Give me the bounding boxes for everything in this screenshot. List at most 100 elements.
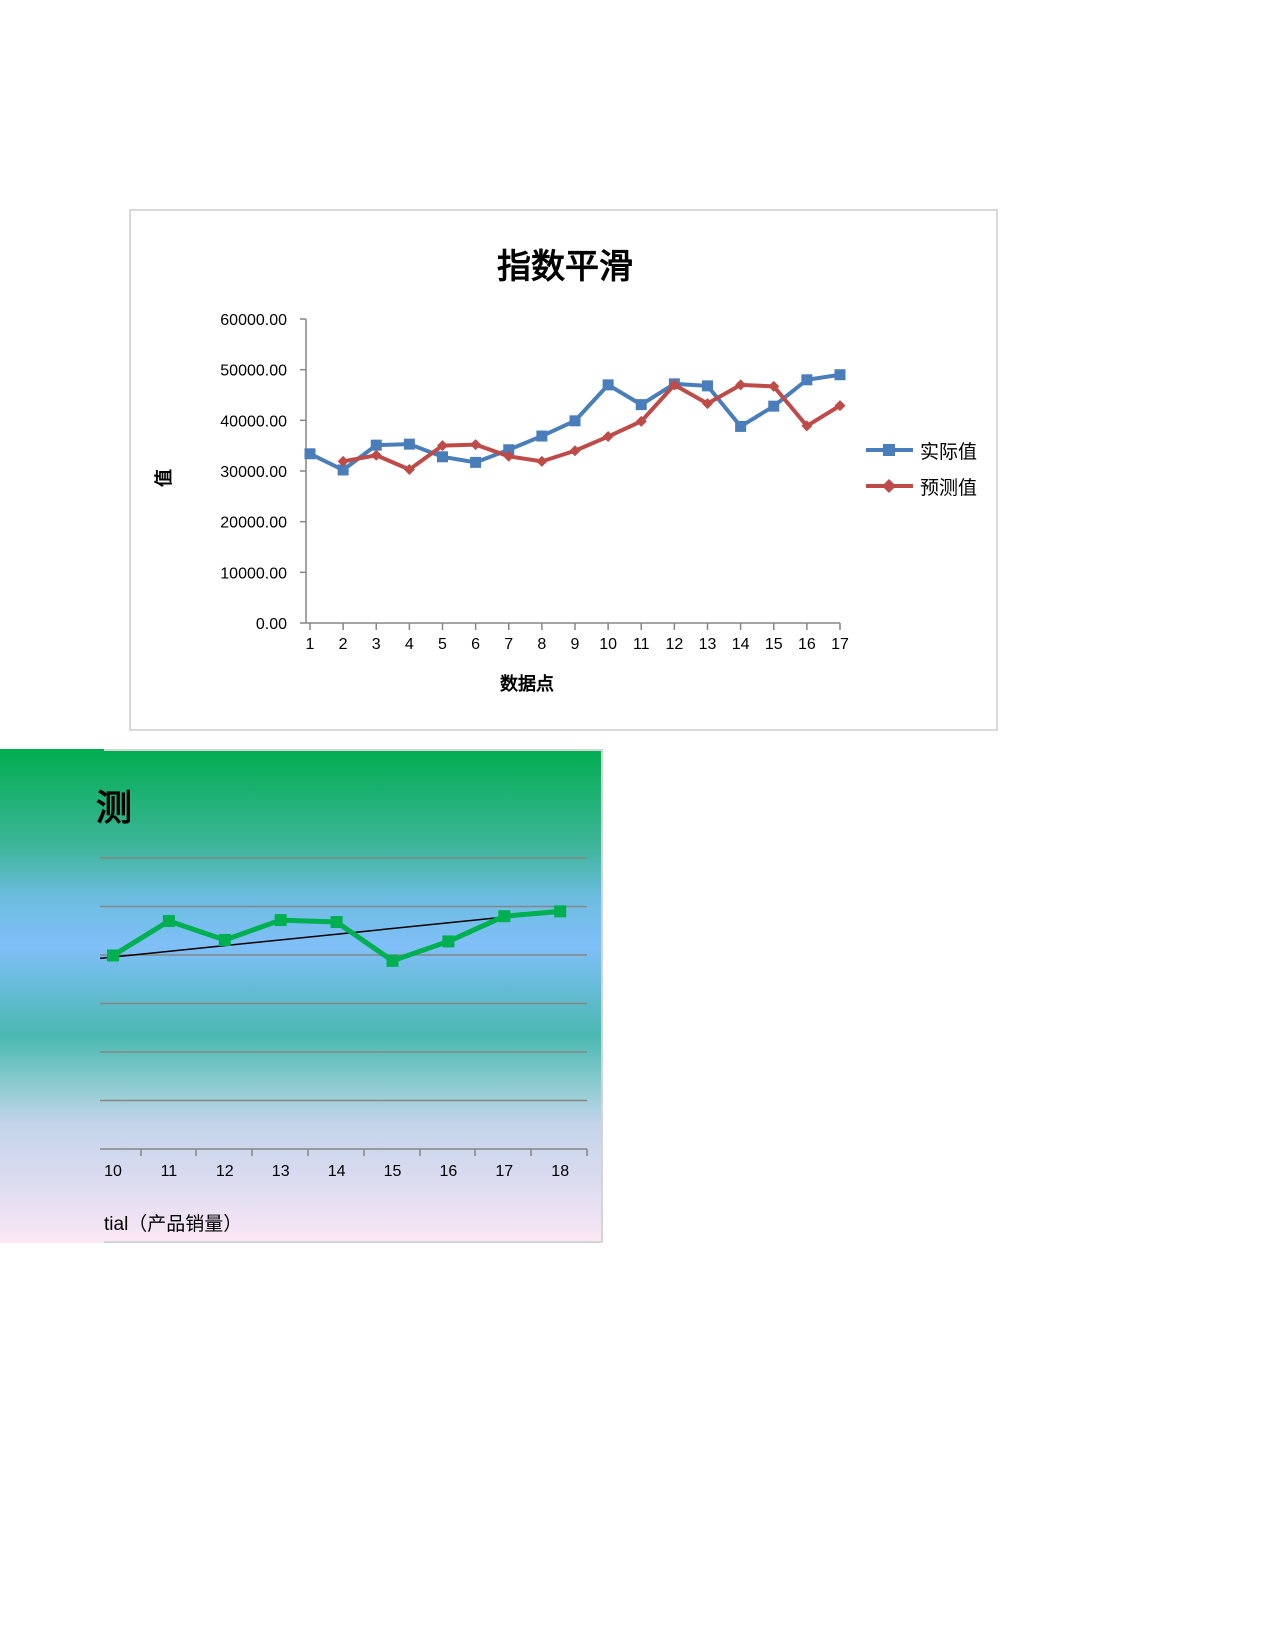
series-predicted[interactable]	[337, 379, 846, 475]
x-tick-label: 12	[216, 1163, 234, 1180]
x-tick-label: 11	[633, 636, 650, 653]
data-point[interactable]	[274, 914, 287, 927]
x-tick-label: 12	[665, 636, 683, 653]
x-tick-label: 11	[161, 1163, 178, 1180]
data-point[interactable]	[437, 451, 448, 463]
data-point[interactable]	[437, 440, 448, 452]
data-point[interactable]	[498, 910, 511, 923]
x-tick-label: 17	[495, 1163, 513, 1180]
data-point[interactable]	[536, 430, 548, 442]
x-tick-label: 15	[765, 636, 783, 653]
chart1-svg: 指数平滑 0.00 10000.00 20000.00 30000.00 40000.0…	[153, 248, 977, 694]
data-point[interactable]	[162, 915, 175, 928]
data-point[interactable]	[768, 400, 780, 412]
data-point[interactable]	[702, 380, 713, 392]
data-point[interactable]	[602, 379, 614, 391]
data-point[interactable]	[834, 369, 846, 381]
data-point[interactable]	[337, 464, 349, 476]
x-tick-label: 6	[471, 636, 480, 653]
data-point[interactable]	[337, 455, 349, 467]
y-axis-label: 值	[153, 469, 174, 487]
chart2-title: 测	[96, 787, 132, 828]
x-tick-label: 8	[537, 636, 546, 653]
x-tick-label: 14	[328, 1163, 346, 1180]
legend: 实际值 预测值	[866, 441, 977, 499]
diamond-marker-icon	[882, 479, 896, 493]
data-point[interactable]	[569, 415, 581, 427]
data-point[interactable]	[801, 420, 813, 432]
x-tick-label: 5	[438, 636, 447, 653]
data-point[interactable]	[370, 439, 382, 451]
y-tick-label: 20000.00	[220, 515, 287, 532]
data-point[interactable]	[503, 444, 515, 456]
x-tick-label: 16	[798, 636, 816, 653]
x-tick-label: 4	[405, 636, 414, 653]
chart2-caption: tial（产品销量）	[104, 1213, 242, 1235]
y-axis-ticks: 0.00 10000.00 20000.00 30000.00 40000.00 5000…	[220, 312, 306, 633]
legend-item-predicted[interactable]: 预测值	[866, 477, 977, 499]
trendline[interactable]	[99, 910, 561, 960]
legend-item-actual[interactable]: 实际值	[866, 441, 977, 463]
x-tick-label: 15	[384, 1163, 402, 1180]
x-axis-ticks: 10 11 12 13 14 15 16 17 18	[104, 1149, 588, 1180]
x-tick-label: 14	[732, 636, 750, 653]
x-tick-label: 10	[104, 1163, 122, 1180]
x-tick-label: 13	[272, 1163, 290, 1180]
data-point[interactable]	[801, 374, 813, 386]
data-point[interactable]	[470, 439, 482, 451]
x-tick-label: 3	[372, 636, 381, 653]
x-tick-label: 9	[571, 636, 580, 653]
x-tick-label: 2	[339, 636, 348, 653]
data-point[interactable]	[403, 438, 415, 450]
svg-text:实际值: 实际值	[920, 441, 977, 463]
x-tick-label: 18	[551, 1163, 569, 1180]
data-point[interactable]	[768, 380, 780, 392]
data-point[interactable]	[330, 916, 343, 929]
data-point[interactable]	[602, 431, 614, 443]
data-point[interactable]	[536, 455, 548, 467]
x-tick-label: 16	[440, 1163, 458, 1180]
data-point[interactable]	[834, 400, 846, 412]
y-tick-label: 40000.00	[220, 413, 287, 430]
chart2-border	[104, 749, 603, 1243]
data-point[interactable]	[107, 949, 119, 962]
series-actual[interactable]	[304, 369, 846, 476]
x-axis-ticks: 1 2 3 4 5 6 7 8 9 10 11 12 13 14 15 16 17	[306, 623, 849, 653]
x-tick-label: 13	[699, 636, 717, 653]
y-tick-label: 60000.00	[220, 312, 287, 329]
chart2-svg: 测 10 11 12 13 14 15 16 17 18 tial（产品销量）	[96, 787, 588, 1235]
square-marker-icon	[883, 444, 895, 456]
data-point[interactable]	[668, 379, 680, 391]
data-point[interactable]	[386, 954, 399, 967]
data-point[interactable]	[735, 379, 747, 391]
data-point[interactable]	[569, 445, 581, 457]
x-tick-label: 17	[831, 636, 849, 653]
x-tick-label: 7	[504, 636, 513, 653]
data-point[interactable]	[370, 449, 382, 461]
data-point[interactable]	[304, 448, 316, 460]
gridlines	[100, 857, 587, 1150]
y-tick-label: 0.00	[256, 616, 287, 633]
data-point[interactable]	[635, 415, 647, 427]
x-tick-label: 10	[599, 636, 617, 653]
data-point[interactable]	[442, 935, 455, 948]
y-tick-label: 50000.00	[220, 363, 287, 380]
data-point[interactable]	[470, 456, 482, 468]
data-point[interactable]	[702, 398, 713, 410]
data-point[interactable]	[503, 450, 515, 462]
svg-text:预测值: 预测值	[920, 477, 977, 499]
exponential-smoothing-chart[interactable]: 指数平滑 0.00 10000.00 20000.00 30000.00 40000.0…	[129, 209, 998, 731]
sales-forecast-chart[interactable]: 测 10 11 12 13 14 15 16 17 18 tial（产品销量）	[0, 749, 605, 1244]
data-point[interactable]	[635, 399, 647, 411]
x-tick-label: 1	[306, 636, 315, 653]
x-axis-label: 数据点	[500, 673, 554, 694]
data-point[interactable]	[403, 463, 415, 475]
chart-title: 指数平滑	[497, 248, 633, 286]
series-sales[interactable]	[107, 905, 567, 967]
chart2-gradient-background	[0, 749, 603, 1243]
y-tick-label: 10000.00	[220, 565, 287, 582]
data-point[interactable]	[735, 420, 747, 432]
data-point[interactable]	[554, 905, 567, 918]
data-point[interactable]	[218, 933, 231, 946]
y-tick-label: 30000.00	[220, 464, 287, 481]
